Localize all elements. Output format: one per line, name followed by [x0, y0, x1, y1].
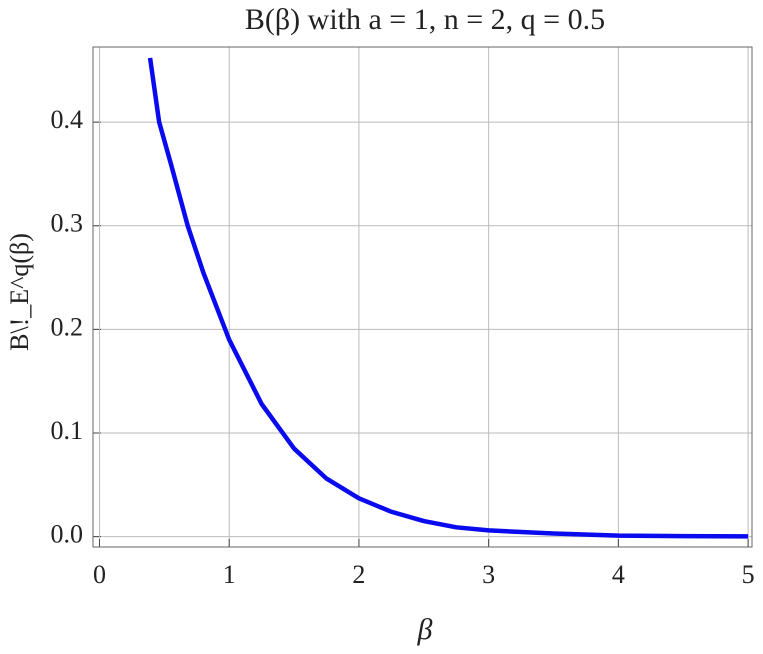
y-tick-label: 0.3 [51, 209, 84, 238]
x-tick-label: 4 [612, 560, 625, 589]
y-tick-label: 0.0 [51, 520, 84, 549]
y-tick-label: 0.1 [51, 416, 84, 445]
x-tick-label: 2 [352, 560, 365, 589]
x-tick-label: 1 [223, 560, 236, 589]
x-tick-label: 3 [482, 560, 495, 589]
plot-frame [92, 46, 753, 548]
data-line [147, 57, 749, 539]
y-tick-label: 0.2 [51, 312, 84, 341]
y-tick-label: 0.4 [51, 105, 84, 134]
x-tick-label: 0 [93, 560, 106, 589]
y-axis-label: B\!_E^q(β) [5, 233, 34, 351]
x-tick-label: 5 [742, 560, 755, 589]
x-axis-label: β [417, 613, 433, 646]
chart-title: B(β) with a = 1, n = 2, q = 0.5 [245, 3, 605, 36]
